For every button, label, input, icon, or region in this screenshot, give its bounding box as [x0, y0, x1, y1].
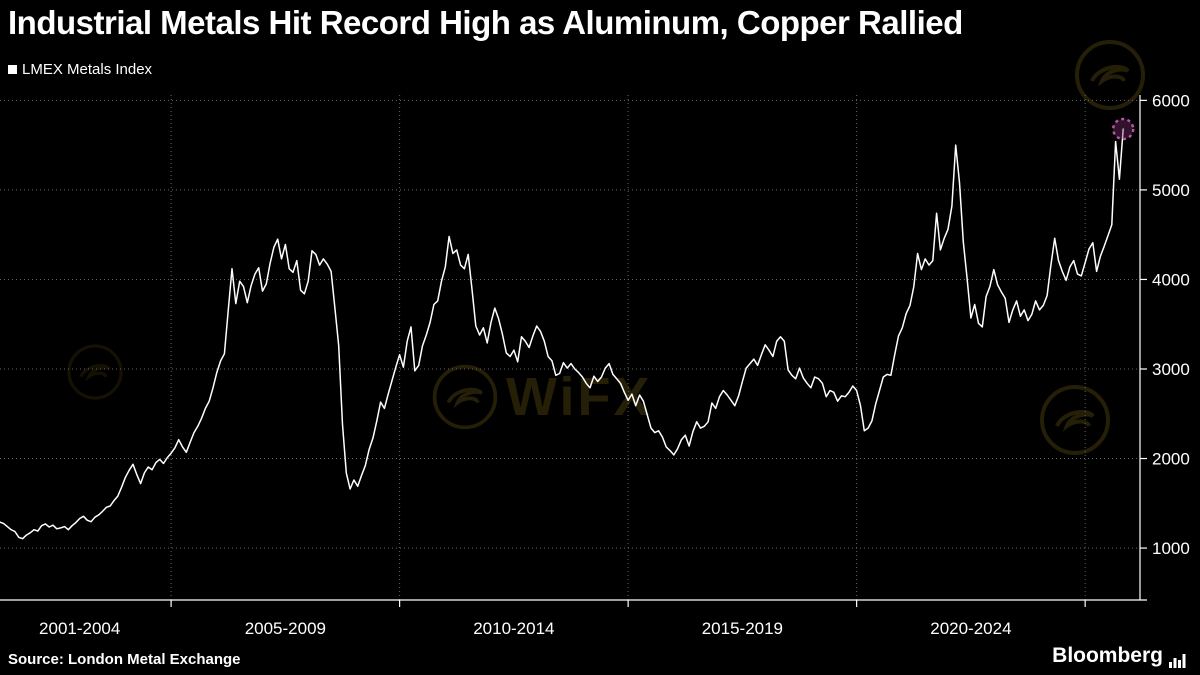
data-line [0, 128, 1124, 540]
y-tick-label: 6000 [1152, 91, 1190, 110]
chart-title: Industrial Metals Hit Record High as Alu… [8, 4, 963, 41]
legend: LMEX Metals Index [8, 61, 152, 78]
watermark-emblem [65, 342, 125, 402]
x-axis-label: 2005-2009 [245, 619, 326, 638]
watermark-emblem [1072, 37, 1148, 113]
x-axis-label: 2010-2014 [473, 619, 554, 638]
watermark-dragon-icon [432, 364, 498, 430]
watermark-dragon-icon [67, 344, 123, 400]
watermark-dragon-icon [1040, 385, 1110, 455]
bloomberg-logo: Bloomberg [1052, 644, 1186, 668]
watermark-text: WiFX [506, 367, 653, 427]
bloomberg-bars-icon [1169, 654, 1186, 668]
watermark-dragon-icon [1075, 40, 1145, 110]
latest-point-marker [1111, 117, 1135, 141]
watermark-emblem [1037, 382, 1113, 458]
plot-layer: 1000 2000 3000 4000 5000 6000 2001-2004 2005-20… [0, 91, 1190, 638]
source-caption: Source: London Metal Exchange [8, 651, 241, 668]
y-tick-label: 5000 [1152, 181, 1190, 200]
y-tick-label: 3000 [1152, 360, 1190, 379]
y-tick-label: 2000 [1152, 450, 1190, 469]
watermark-center: WiFX [430, 362, 653, 432]
bloomberg-wordmark: Bloomberg [1052, 644, 1163, 667]
legend-label: LMEX Metals Index [22, 61, 153, 78]
x-axis-label: 2001-2004 [39, 619, 120, 638]
legend-swatch-icon [8, 65, 17, 74]
y-tick-label: 1000 [1152, 539, 1190, 558]
x-axis-label: 2020-2024 [930, 619, 1011, 638]
x-axis-label: 2015-2019 [702, 619, 783, 638]
y-tick-label: 4000 [1152, 270, 1190, 289]
